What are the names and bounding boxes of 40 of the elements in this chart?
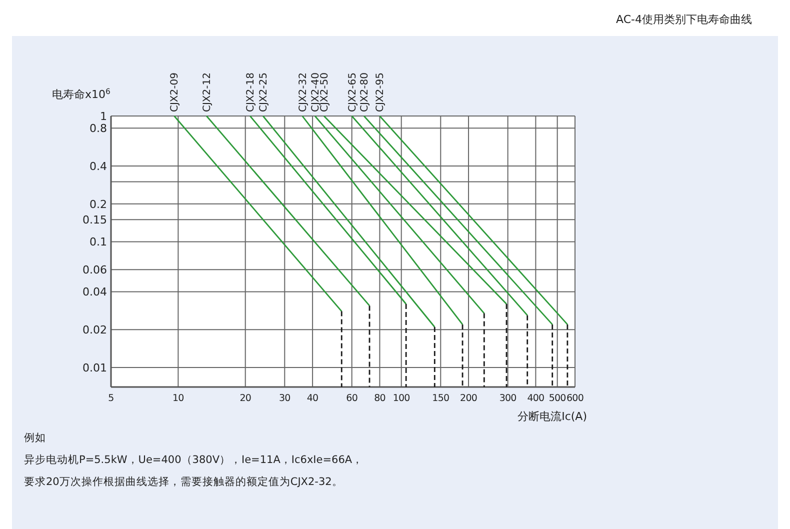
text: CJX2-65 <box>347 72 358 112</box>
x-axis-title: 分断电流Ic(A) <box>518 410 587 423</box>
x-tick-label: 20 <box>240 393 252 404</box>
text: CJX2-18 <box>246 72 257 112</box>
text: CJX2-32 <box>298 72 309 112</box>
y-tick-label: 0.2 <box>90 198 107 211</box>
text: CJX2-12 <box>202 72 214 112</box>
text: CJX2-25 <box>258 72 270 112</box>
text: CJX2-40 <box>310 72 322 112</box>
x-tick-label: 30 <box>279 393 291 404</box>
text: CJX2-50 <box>319 72 330 112</box>
x-tick-label: 300 <box>499 393 517 404</box>
x-tick-label: 5 <box>108 393 114 404</box>
y-tick-label: 0.02 <box>82 324 107 337</box>
x-tick-label: 150 <box>432 393 450 404</box>
y-tick-label: 1 <box>100 110 107 123</box>
x-tick-label: 10 <box>172 393 184 404</box>
y-tick-label: 0.4 <box>90 160 107 173</box>
text: CJX2-09 <box>170 72 181 112</box>
text: 例如 <box>24 432 46 444</box>
y-tick-label: 0.1 <box>90 236 107 249</box>
x-tick-label: 400 <box>527 393 545 404</box>
y-tick-label: 0.01 <box>82 361 107 374</box>
y-tick-label: 0.15 <box>82 213 107 226</box>
text: CJX2-80 <box>359 72 370 112</box>
x-tick-label: 600 <box>566 393 584 404</box>
text: AC-4使用类别下电寿命曲线 <box>616 13 752 26</box>
y-tick-label: 0.06 <box>82 264 107 277</box>
text: CJX2-95 <box>375 72 386 112</box>
text: 要求20万次操作根据曲线选择，需要接触器的额定值为CJX2-32。 <box>24 475 343 488</box>
x-tick-label: 100 <box>392 393 410 404</box>
text: 异步电动机P=5.5kW，Ue=400（380V），Ie=11A，Ic6xIe=66A， <box>24 453 364 466</box>
y-axis-title: 电寿命x10$^{6}$ <box>52 86 111 101</box>
x-tick-label: 40 <box>306 393 319 404</box>
y-tick-label: 0.8 <box>90 122 107 136</box>
x-tick-label: 500 <box>548 393 566 404</box>
y-tick-label: 0.04 <box>82 286 107 299</box>
x-tick-label: 60 <box>346 393 358 404</box>
x-tick-label: 80 <box>374 393 386 404</box>
x-tick-label: 200 <box>460 393 478 404</box>
